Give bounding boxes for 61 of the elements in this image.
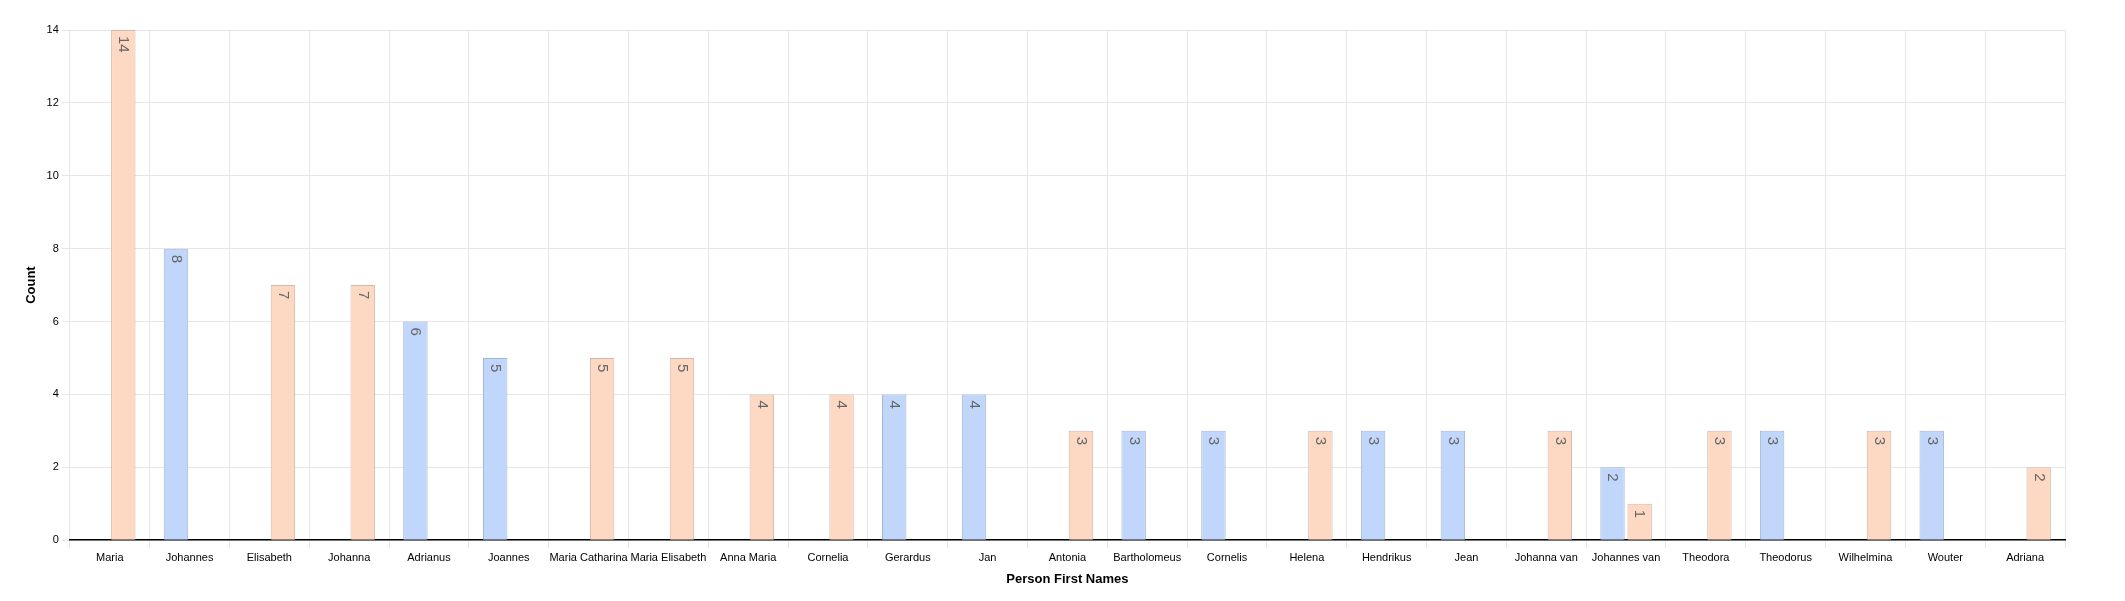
x-tick-label: Jean: [1454, 550, 1479, 563]
data-label: 3: [1552, 436, 1570, 446]
data-label: 3: [1871, 436, 1889, 446]
data-label: 4: [887, 400, 905, 409]
x-tick-label: Maria: [95, 550, 125, 563]
x-tick-label: Wilhelmina: [1838, 550, 1894, 563]
data-label: 3: [1924, 436, 1942, 446]
y-tick-label: 12: [46, 95, 59, 108]
y-tick-label: 2: [52, 460, 59, 473]
x-axis-title: Person First Names: [1006, 570, 1129, 586]
data-label: 4: [834, 400, 852, 409]
x-tick-label: Maria Catharina: [549, 550, 629, 563]
x-tick-label: Cornelis: [1206, 550, 1248, 563]
x-tick-label: Adrianus: [407, 550, 452, 563]
data-label: 7: [355, 291, 373, 300]
data-label: 5: [488, 363, 506, 373]
y-tick-label: 8: [52, 241, 59, 254]
data-label: 3: [1365, 436, 1383, 446]
x-tick-label: Theodorus: [1759, 550, 1813, 563]
x-tick-label: Wouter: [1927, 550, 1964, 563]
data-label: 4: [966, 400, 984, 409]
data-label: 1: [1632, 509, 1650, 519]
data-label: 3: [1073, 436, 1091, 446]
y-tick-label: 6: [52, 314, 59, 327]
x-tick-label: Jan: [978, 550, 997, 563]
data-label: 6: [408, 327, 426, 336]
x-tick-label: Cornelia: [807, 550, 850, 563]
data-label: 3: [1712, 436, 1730, 446]
x-tick-label: Helena: [1289, 550, 1326, 563]
x-tick-label: Johannes: [165, 550, 214, 563]
data-label: 3: [1313, 436, 1331, 446]
data-label: 2: [1605, 473, 1623, 482]
y-tick-label: 14: [46, 23, 59, 36]
data-label: 5: [595, 363, 612, 373]
x-tick-label: Hendrikus: [1361, 550, 1412, 563]
x-tick-label: Johanna: [328, 550, 372, 563]
data-label: 3: [1445, 436, 1463, 446]
data-label: 8: [168, 254, 186, 263]
data-label: 4: [754, 400, 772, 409]
data-label: 14: [116, 36, 134, 53]
data-label: 5: [674, 363, 692, 373]
y-tick-label: 10: [46, 168, 59, 181]
x-tick-label: Maria Elisabeth: [630, 550, 707, 563]
y-tick-label: 4: [52, 387, 59, 400]
y-axis-title: Count: [23, 265, 39, 304]
x-tick-label: Johannes van: [1591, 550, 1661, 563]
x-tick-label: Adriana: [2006, 550, 2045, 563]
data-label: 3: [1764, 436, 1782, 446]
x-tick-label: Gerardus: [884, 550, 932, 563]
x-tick-label: Antonia: [1048, 550, 1087, 563]
data-label: 3: [1206, 436, 1224, 446]
x-tick-label: Joannes: [487, 550, 531, 563]
y-tick-label: 0: [52, 533, 59, 546]
data-label: 2: [2031, 473, 2049, 482]
data-label: 7: [275, 291, 293, 300]
x-tick-label: Johanna van: [1514, 550, 1578, 563]
data-label: 3: [1126, 436, 1144, 446]
x-tick-label: Elisabeth: [246, 550, 292, 563]
x-tick-label: Bartholomeus: [1113, 550, 1182, 563]
x-tick-label: Theodora: [1682, 550, 1731, 563]
x-tick-label: Anna Maria: [720, 550, 778, 563]
